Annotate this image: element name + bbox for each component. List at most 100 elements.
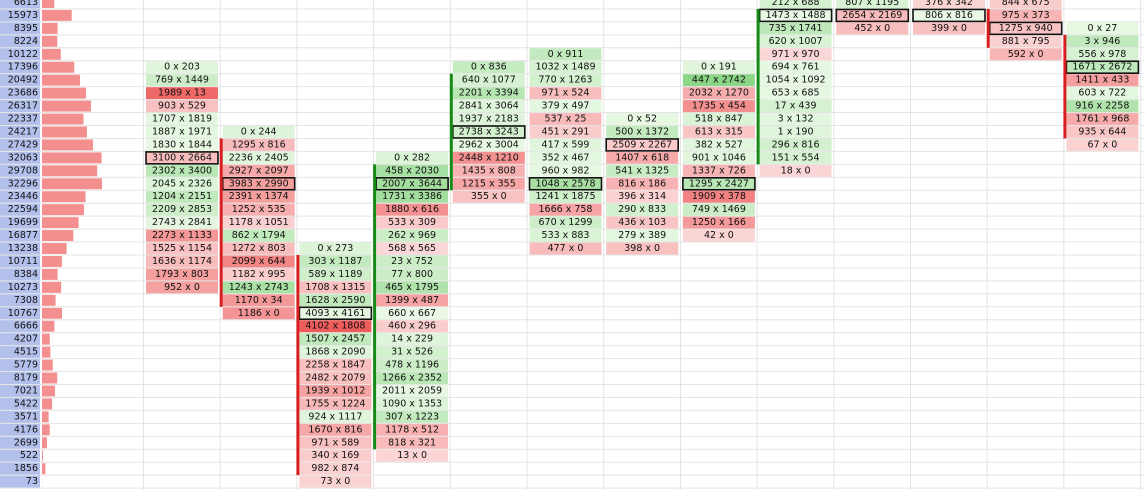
volume-bar [42, 139, 93, 151]
footprint-label: 769 x 1449 [155, 75, 209, 86]
footprint-cell [222, 229, 295, 242]
footprint-label: 670 x 1299 [539, 217, 593, 228]
volume-label: 23446 [8, 191, 38, 202]
delta-bar [449, 73, 453, 191]
footprint-cell [222, 126, 295, 138]
volume-bar [42, 113, 84, 125]
footprint-label: 352 x 467 [542, 152, 590, 163]
footprint-label: 17 x 439 [775, 101, 817, 112]
footprint-cell [529, 100, 602, 113]
footprint-cell [529, 87, 602, 100]
footprint-cell [299, 449, 372, 462]
footprint-label: 0 x 191 [701, 62, 737, 73]
footprint-cell [682, 216, 755, 229]
footprint-cell [759, 100, 832, 113]
footprint-cell [1066, 35, 1139, 48]
volume-label: 10711 [8, 256, 38, 267]
footprint-cell [682, 190, 755, 203]
footprint-cell [299, 436, 372, 449]
footprint-cell [606, 151, 679, 164]
footprint-label: 1295 x 2427 [689, 178, 749, 189]
footprint-label: 212 x 688 [772, 0, 820, 8]
volume-label: 32063 [8, 152, 38, 163]
footprint-label: 2032 x 1270 [689, 88, 749, 99]
footprint-label: 290 x 833 [618, 204, 666, 215]
volume-bar [42, 411, 49, 423]
footprint-cell [299, 346, 372, 359]
footprint-cell [529, 61, 602, 74]
footprint-label: 31 x 526 [391, 347, 433, 358]
footprint-label: 4093 x 4161 [305, 308, 365, 319]
volume-bar [42, 307, 63, 319]
footprint-cell [222, 307, 295, 320]
footprint-label: 694 x 761 [772, 62, 820, 73]
volume-label: 10122 [8, 49, 38, 60]
footprint-cell [376, 346, 449, 359]
footprint-cell [299, 242, 372, 255]
footprint-cell [529, 74, 602, 87]
footprint-label: 1215 x 355 [462, 178, 516, 189]
footprint-cell [606, 203, 679, 216]
footprint-cell [682, 164, 755, 177]
footprint-label: 2201 x 3394 [459, 88, 519, 99]
footprint-label: 975 x 373 [1002, 10, 1050, 21]
delta-bar [373, 164, 377, 450]
footprint-label: 500 x 1372 [615, 126, 669, 137]
footprint-label: 0 x 911 [548, 49, 584, 60]
volume-label: 32296 [8, 178, 38, 189]
footprint-label: 2448 x 1210 [459, 152, 519, 163]
footprint-cell [146, 164, 218, 177]
footprint-cell [529, 190, 602, 203]
volume-cell [0, 0, 40, 9]
footprint-label: 770 x 1263 [539, 75, 593, 86]
footprint-label: 1178 x 512 [385, 424, 439, 435]
footprint-cell [299, 320, 372, 333]
volume-cell [0, 126, 40, 138]
footprint-label: 3 x 132 [778, 114, 814, 125]
footprint-label: 1735 x 454 [692, 101, 746, 112]
volume-bar [42, 424, 50, 436]
volume-cell [0, 372, 40, 384]
volume-bar [42, 22, 58, 34]
footprint-label: 1 x 190 [778, 126, 814, 137]
footprint-cell [299, 397, 372, 410]
volume-cell [0, 268, 40, 281]
footprint-label: 1178 x 1051 [229, 217, 289, 228]
footprint-label: 23 x 752 [391, 256, 433, 267]
volume-cell [0, 475, 40, 488]
footprint-label: 1048 x 2578 [535, 178, 595, 189]
footprint-cell [452, 151, 525, 164]
volume-label: 8384 [14, 269, 38, 280]
footprint-cell [682, 138, 755, 151]
footprint-label: 518 x 847 [695, 114, 743, 125]
footprint-label: 1671 x 2672 [1072, 62, 1132, 73]
volume-label: 8395 [14, 23, 38, 34]
footprint-label: 436 x 103 [618, 217, 666, 228]
footprint-cell [299, 462, 372, 475]
volume-label: 4176 [14, 424, 38, 435]
footprint-label: 0 x 273 [317, 243, 353, 254]
footprint-label: 1266 x 2352 [382, 373, 442, 384]
footprint-cell [222, 281, 295, 294]
footprint-label: 2236 x 2405 [229, 152, 289, 163]
volume-label: 5779 [14, 360, 38, 371]
footprint-label: 355 x 0 [471, 191, 507, 202]
footprint-label: 307 x 1223 [385, 411, 439, 422]
footprint-cell [528, 177, 603, 191]
footprint-label: 2841 x 3064 [459, 101, 519, 112]
volume-cell [0, 74, 40, 87]
footprint-label: 382 x 527 [695, 139, 743, 150]
volume-bar [42, 450, 43, 462]
volume-cell [0, 294, 40, 307]
footprint-label: 2011 x 2059 [382, 385, 442, 396]
footprint-cell [1066, 138, 1139, 151]
footprint-cell [146, 255, 218, 268]
footprint-label: 0 x 836 [471, 62, 507, 73]
footprint-label: 296 x 816 [772, 139, 820, 150]
footprint-cell [529, 216, 602, 229]
footprint-cell [682, 151, 755, 164]
volume-bar [42, 217, 79, 229]
volume-cell [0, 138, 40, 151]
footprint-label: 13 x 0 [397, 450, 427, 461]
footprint-label: 458 x 2030 [385, 165, 439, 176]
